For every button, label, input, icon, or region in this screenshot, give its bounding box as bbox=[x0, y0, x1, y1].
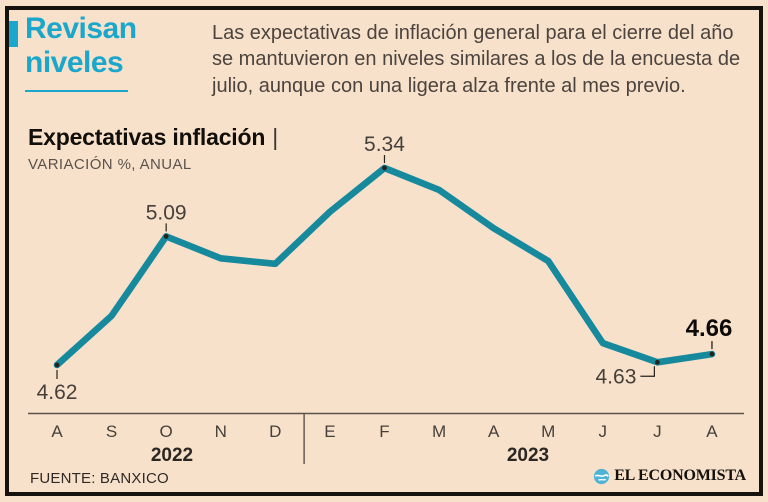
data-label-highlight: 4.66 bbox=[686, 315, 733, 342]
x-tick-label: O bbox=[160, 422, 173, 441]
x-tick-label: J bbox=[599, 422, 608, 441]
chart-title-text: Expectativas inflación bbox=[28, 124, 266, 150]
data-point-dot bbox=[163, 234, 169, 239]
data-point-dot bbox=[54, 362, 60, 368]
x-tick-label: A bbox=[51, 422, 63, 441]
data-point-dot bbox=[654, 359, 660, 365]
x-tick-label: E bbox=[324, 422, 335, 441]
x-tick-label: A bbox=[706, 422, 718, 441]
x-tick-label: A bbox=[488, 422, 500, 441]
x-tick-label: M bbox=[541, 422, 555, 441]
label-callout-line bbox=[640, 366, 655, 377]
data-point-dot bbox=[382, 165, 387, 171]
kicker-bullet-mark bbox=[7, 21, 18, 47]
brand-logo: EL ECONOMISTA bbox=[593, 467, 746, 485]
el-economista-icon bbox=[594, 468, 610, 484]
x-tick-label: J bbox=[653, 422, 662, 441]
data-label: 5.09 bbox=[146, 201, 187, 224]
data-label: 4.63 bbox=[596, 365, 637, 388]
lead-paragraph: Las expectativas de inflación general pa… bbox=[212, 22, 741, 97]
x-tick-label: D bbox=[269, 422, 281, 441]
chart-title: Expectativas inflación | bbox=[28, 124, 278, 151]
data-label: 4.62 bbox=[37, 381, 78, 404]
kicker-underline bbox=[25, 90, 128, 92]
x-tick-label: M bbox=[432, 422, 446, 441]
year-label: 2023 bbox=[507, 445, 549, 466]
chart-title-separator: | bbox=[272, 124, 278, 150]
brand-name: EL ECONOMISTA bbox=[614, 467, 746, 484]
x-tick-label: S bbox=[106, 422, 117, 441]
year-label: 2022 bbox=[151, 445, 193, 466]
data-label: 5.34 bbox=[364, 133, 405, 156]
source-credit: FUENTE: BANXICO bbox=[30, 470, 169, 487]
data-point-dot bbox=[709, 351, 715, 357]
chart-subtitle: VARIACIÓN %, ANUAL bbox=[28, 156, 192, 173]
x-tick-label: F bbox=[379, 422, 389, 441]
kicker-title: Revisan niveles bbox=[25, 12, 137, 79]
x-tick-label: N bbox=[215, 422, 227, 441]
series-inflation-line bbox=[53, 164, 716, 369]
